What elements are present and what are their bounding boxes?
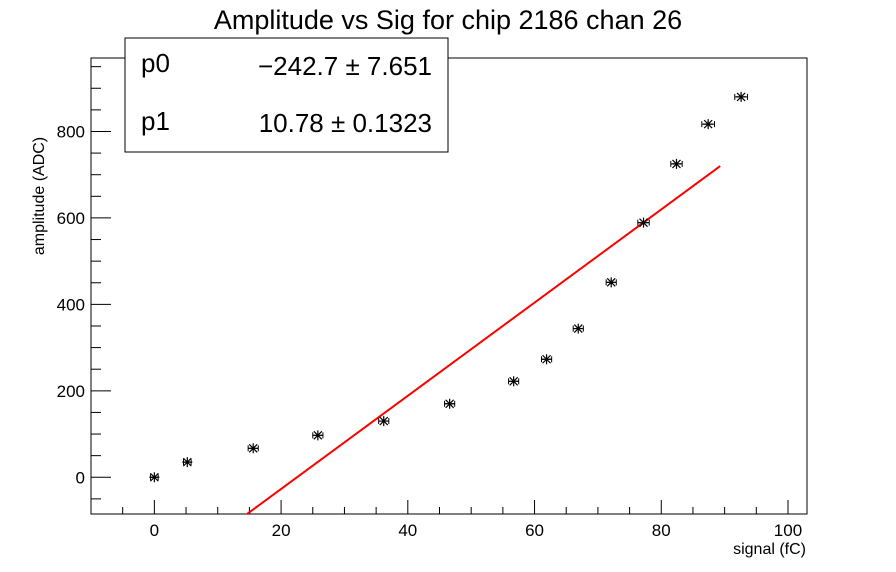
asterisk-marker xyxy=(606,277,617,288)
data-point xyxy=(605,277,617,288)
plot-frame xyxy=(90,57,808,515)
chart-title: Amplitude vs Sig for chip 2186 chan 26 xyxy=(214,5,682,35)
asterisk-marker xyxy=(182,457,193,468)
asterisk-marker xyxy=(248,443,259,454)
y-tick-label: 600 xyxy=(57,209,85,228)
points-layer xyxy=(149,91,748,483)
stats-p1-name: p1 xyxy=(141,106,170,136)
asterisk-marker xyxy=(703,119,714,130)
data-point xyxy=(637,217,650,228)
asterisk-marker xyxy=(671,158,682,169)
y-tick-label: 400 xyxy=(57,295,85,314)
asterisk-marker xyxy=(638,217,649,228)
y-axis: 0 200 400 600 800 xyxy=(57,66,111,500)
stats-box-frame xyxy=(124,37,449,153)
stats-p0-name: p0 xyxy=(141,48,170,78)
asterisk-marker xyxy=(541,354,552,365)
data-point xyxy=(378,416,390,427)
x-tick-label: 80 xyxy=(652,521,671,540)
data-point xyxy=(670,158,683,169)
data-point xyxy=(182,457,193,468)
stats-box: p0 −242.7 ± 7.651 p1 10.78 ± 0.1323 xyxy=(124,37,449,153)
data-point xyxy=(701,119,715,130)
y-tick-label: 800 xyxy=(57,122,85,141)
y-tick-label: 0 xyxy=(76,468,85,487)
data-point xyxy=(541,354,553,365)
x-tick-label: 0 xyxy=(150,521,159,540)
stats-p0-value: −242.7 ± 7.651 xyxy=(258,51,432,81)
y-axis-label: amplitude (ADC) xyxy=(31,137,48,255)
x-tick-label: 60 xyxy=(525,521,544,540)
x-axis-label: signal (fC) xyxy=(733,541,806,558)
asterisk-marker xyxy=(378,416,389,427)
data-point xyxy=(149,472,160,483)
asterisk-marker xyxy=(736,91,747,102)
x-tick-label: 100 xyxy=(774,521,802,540)
data-point xyxy=(572,323,584,334)
x-axis: 0 20 40 60 80 100 xyxy=(90,500,802,540)
asterisk-marker xyxy=(149,472,160,483)
asterisk-marker xyxy=(508,376,519,387)
asterisk-marker xyxy=(312,430,323,441)
asterisk-marker xyxy=(573,323,584,334)
x-tick-label: 40 xyxy=(398,521,417,540)
x-tick-label: 20 xyxy=(272,521,291,540)
data-point xyxy=(247,443,259,454)
stats-p1-value: 10.78 ± 0.1323 xyxy=(259,108,432,138)
data-point xyxy=(312,430,324,441)
y-tick-label: 200 xyxy=(57,382,85,401)
data-point xyxy=(508,376,520,387)
asterisk-marker xyxy=(444,398,455,409)
data-point xyxy=(734,91,748,102)
data-point xyxy=(444,398,456,409)
